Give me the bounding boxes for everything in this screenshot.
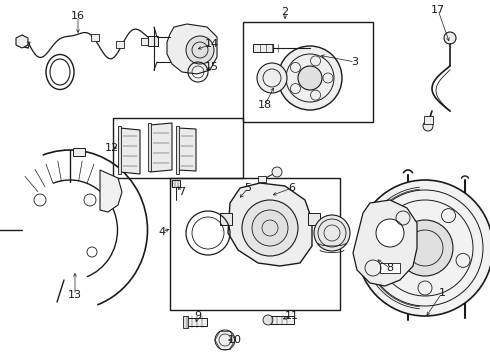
- Circle shape: [272, 167, 282, 177]
- Circle shape: [257, 63, 287, 93]
- Circle shape: [278, 46, 342, 110]
- Circle shape: [397, 220, 453, 276]
- Circle shape: [357, 180, 490, 316]
- Circle shape: [186, 36, 214, 64]
- Text: 3: 3: [351, 57, 359, 67]
- Text: 12: 12: [105, 143, 119, 153]
- Circle shape: [298, 66, 322, 90]
- Text: 9: 9: [195, 311, 201, 321]
- Bar: [176, 126, 179, 174]
- Text: 18: 18: [258, 100, 272, 110]
- Bar: [424, 116, 433, 124]
- Bar: [118, 126, 121, 174]
- Bar: [170, 178, 340, 310]
- Bar: [113, 118, 243, 178]
- Bar: [185, 318, 207, 326]
- Circle shape: [423, 121, 433, 131]
- Bar: [141, 38, 149, 45]
- Circle shape: [444, 32, 456, 44]
- Circle shape: [376, 219, 404, 247]
- Bar: [148, 123, 151, 171]
- Circle shape: [263, 315, 273, 325]
- Text: 1: 1: [439, 288, 445, 298]
- Bar: [116, 41, 124, 48]
- Polygon shape: [167, 24, 217, 74]
- Bar: [91, 34, 99, 41]
- Text: 4: 4: [158, 227, 166, 237]
- Bar: [243, 22, 373, 122]
- Text: 8: 8: [387, 263, 393, 273]
- Polygon shape: [353, 200, 417, 286]
- Polygon shape: [100, 170, 122, 212]
- Text: 17: 17: [431, 5, 445, 15]
- Bar: [258, 176, 266, 182]
- Text: 15: 15: [205, 62, 219, 72]
- Bar: [73, 148, 85, 156]
- Circle shape: [242, 200, 298, 256]
- Text: 14: 14: [205, 39, 219, 49]
- Circle shape: [252, 210, 288, 246]
- Polygon shape: [16, 35, 28, 48]
- Bar: [183, 316, 188, 328]
- Text: 11: 11: [285, 311, 299, 321]
- Bar: [270, 316, 294, 324]
- Text: 2: 2: [281, 7, 289, 17]
- Circle shape: [314, 215, 350, 251]
- Text: 6: 6: [289, 183, 295, 193]
- Text: 13: 13: [68, 290, 82, 300]
- Bar: [172, 180, 180, 187]
- Text: 5: 5: [245, 183, 251, 193]
- Bar: [148, 36, 158, 46]
- Polygon shape: [150, 123, 172, 172]
- Polygon shape: [120, 128, 140, 174]
- Text: 7: 7: [178, 187, 186, 197]
- Bar: [308, 213, 320, 225]
- Bar: [380, 263, 400, 273]
- Bar: [220, 213, 232, 225]
- Bar: [253, 44, 273, 52]
- Text: 16: 16: [71, 11, 85, 21]
- Polygon shape: [228, 183, 312, 266]
- Polygon shape: [178, 128, 196, 171]
- Circle shape: [215, 330, 235, 350]
- Text: 10: 10: [228, 335, 242, 345]
